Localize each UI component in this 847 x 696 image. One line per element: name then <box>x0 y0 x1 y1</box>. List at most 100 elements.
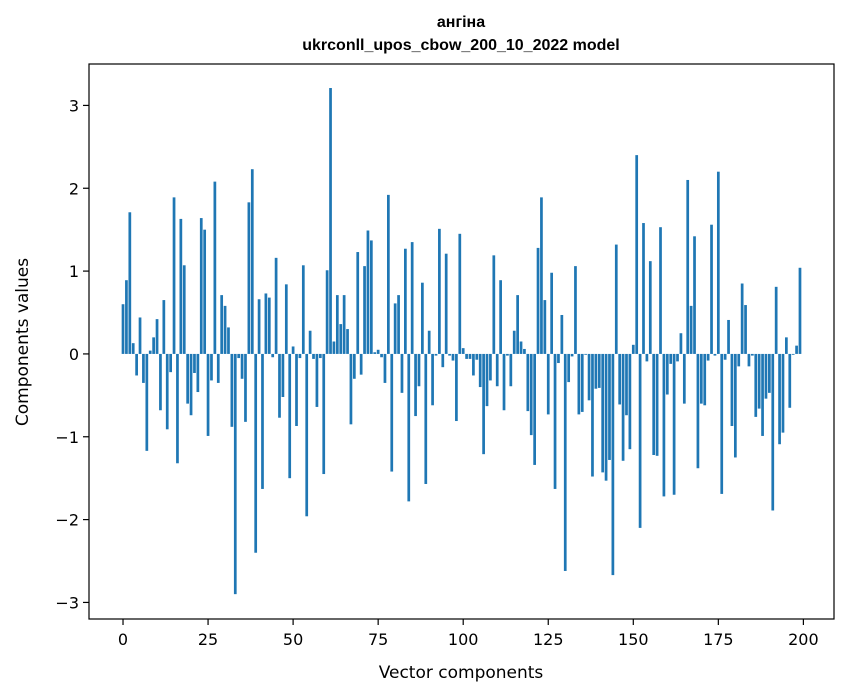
bar-8 <box>148 350 152 354</box>
bar-40 <box>257 299 261 354</box>
bar-94 <box>441 353 445 368</box>
bar-62 <box>332 341 336 354</box>
bar-195 <box>785 337 788 354</box>
bar-103 <box>472 353 475 376</box>
bar-125 <box>546 353 550 415</box>
bar-110 <box>495 353 499 387</box>
bar-166 <box>686 179 690 354</box>
bar-190 <box>768 353 771 393</box>
bar-126 <box>550 272 554 354</box>
bar-116 <box>516 295 519 354</box>
bar-79 <box>390 353 394 472</box>
bar-61 <box>329 88 332 354</box>
bar-155 <box>648 261 652 354</box>
x-tick-label: 175 <box>703 630 734 649</box>
y-axis-label: Components values <box>13 258 33 426</box>
bar-135 <box>580 353 584 412</box>
bar-157 <box>655 353 659 456</box>
bar-109 <box>492 255 496 354</box>
y-tick-label: −1 <box>55 428 79 447</box>
bar-33 <box>233 353 237 595</box>
bar-63 <box>335 295 339 354</box>
bar-176 <box>720 353 724 494</box>
bar-124 <box>543 300 547 354</box>
bar-129 <box>560 314 564 354</box>
bar-10 <box>155 319 159 354</box>
bar-182 <box>740 283 744 354</box>
bar-152 <box>638 353 642 528</box>
bar-39 <box>254 353 258 553</box>
bar-55 <box>308 330 312 354</box>
bar-96 <box>448 353 451 356</box>
bar-70 <box>359 353 363 375</box>
bar-67 <box>349 353 353 425</box>
bar-71 <box>363 266 366 354</box>
bar-101 <box>465 353 468 359</box>
bar-122 <box>536 247 540 354</box>
bar-35 <box>240 353 244 379</box>
bar-21 <box>193 353 196 373</box>
bar-36 <box>244 353 247 422</box>
bar-151 <box>635 155 639 354</box>
bar-65 <box>342 295 346 354</box>
bar-41 <box>261 353 264 489</box>
bar-83 <box>404 248 407 354</box>
bar-113 <box>506 353 509 356</box>
bar-27 <box>213 181 217 354</box>
bar-5 <box>138 317 142 354</box>
y-tick-label: 0 <box>69 345 79 364</box>
bar-120 <box>529 353 533 436</box>
bar-30 <box>223 305 227 354</box>
y-tick-label: −2 <box>55 511 79 530</box>
bar-17 <box>179 218 183 354</box>
bar-165 <box>682 353 686 404</box>
bar-13 <box>165 353 169 430</box>
bar-98 <box>455 353 458 422</box>
bar-43 <box>267 297 271 354</box>
x-axis-label: Vector components <box>379 663 544 683</box>
bar-198 <box>795 345 798 354</box>
bar-136 <box>584 353 588 355</box>
bar-117 <box>519 341 523 354</box>
bar-81 <box>397 295 400 354</box>
bar-112 <box>502 353 506 411</box>
bar-193 <box>778 353 781 445</box>
bar-3 <box>131 343 135 354</box>
bar-99 <box>458 233 462 354</box>
bar-23 <box>199 218 203 354</box>
x-tick-label: 75 <box>368 630 388 649</box>
bar-168 <box>693 236 696 354</box>
bar-188 <box>761 353 764 436</box>
plot-frame <box>88 63 835 620</box>
bar-57 <box>315 353 319 407</box>
y-axis-ticks: −3 −2 −1 0 1 2 3 <box>55 96 89 612</box>
y-tick-label: 2 <box>69 179 79 198</box>
x-tick-label: 200 <box>788 630 819 649</box>
bar-75 <box>376 349 380 354</box>
bar-185 <box>751 353 754 356</box>
bar-138 <box>591 353 594 477</box>
bar-58 <box>318 353 322 359</box>
bar-163 <box>676 353 679 362</box>
bar-92 <box>434 353 438 356</box>
bar-146 <box>618 353 622 405</box>
x-tick-label: 0 <box>118 630 128 649</box>
bar-170 <box>699 353 703 404</box>
bar-142 <box>604 353 608 481</box>
bar-45 <box>274 257 278 354</box>
x-tick-label: 150 <box>618 630 649 649</box>
bar-54 <box>305 353 309 517</box>
bar-119 <box>526 353 530 412</box>
bar-179 <box>730 353 734 426</box>
bar-177 <box>723 353 727 360</box>
bar-53 <box>301 265 305 354</box>
bar-153 <box>642 223 645 354</box>
bar-183 <box>744 305 747 354</box>
bar-189 <box>764 353 768 399</box>
bar-80 <box>393 303 397 354</box>
bar-93 <box>438 228 441 354</box>
bar-20 <box>189 353 193 416</box>
bar-95 <box>444 253 448 354</box>
bar-47 <box>281 353 285 397</box>
chart-subtitle: ukrconll_upos_cbow_200_10_2022 model <box>302 37 619 54</box>
